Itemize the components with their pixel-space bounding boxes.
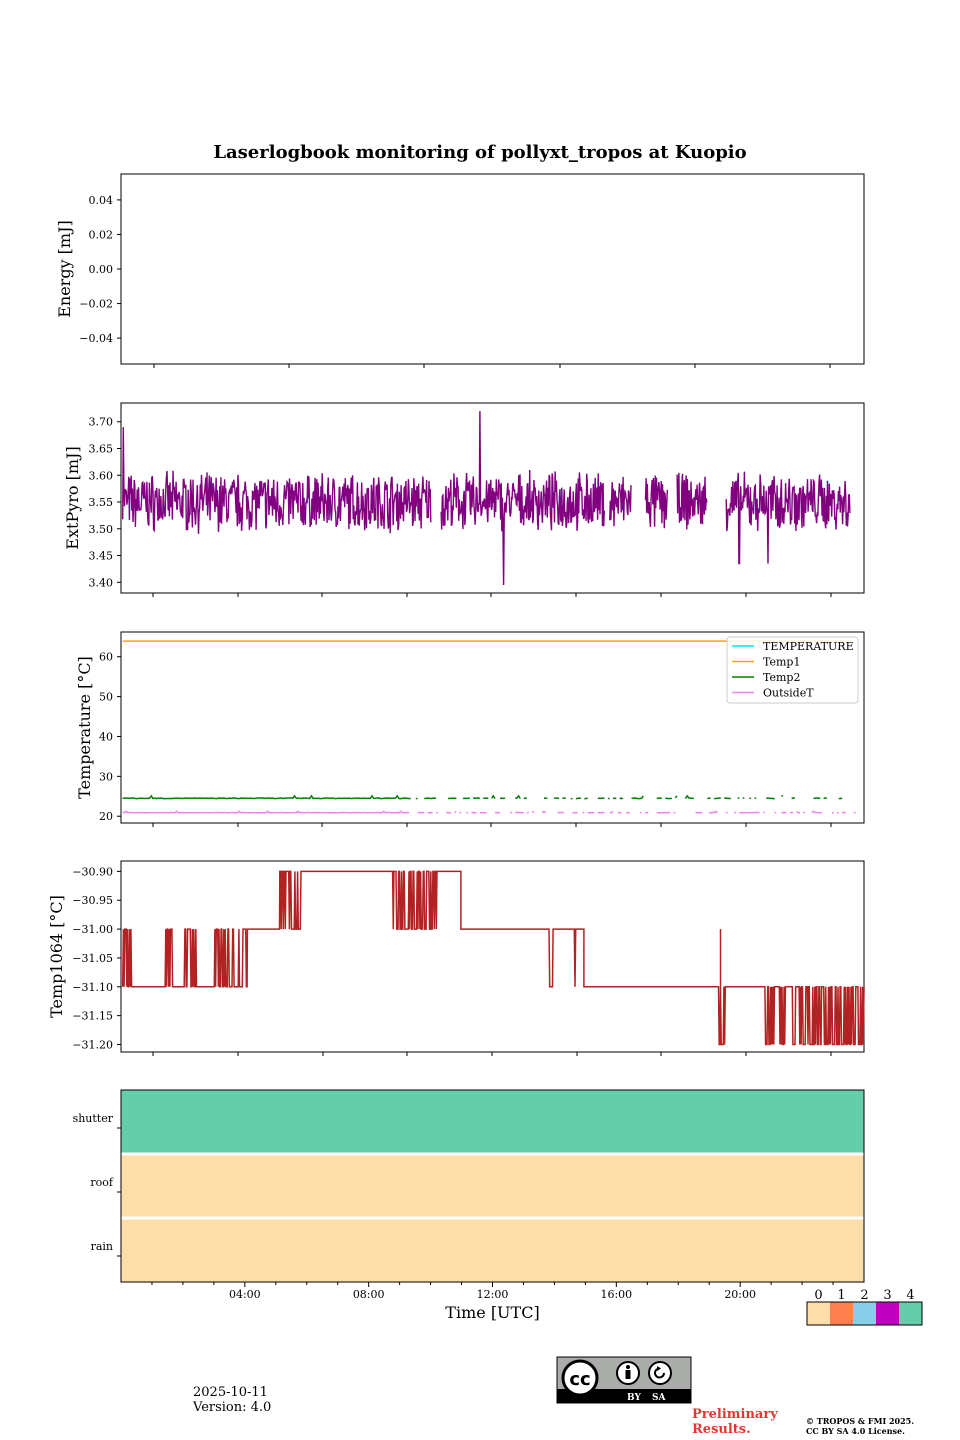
xlabel: Time [UTC] <box>445 1303 539 1322</box>
plot-frame-0 <box>120 173 865 365</box>
series-extpyro <box>122 410 851 586</box>
colorbar-label-0: 0 <box>814 1288 822 1303</box>
colorbar-label-3: 3 <box>883 1288 891 1303</box>
ytick-label-1-5: 3.65 <box>89 442 114 455</box>
xtick-label-1: 08:00 <box>353 1288 385 1301</box>
colorbar-cell-0 <box>807 1302 830 1325</box>
plot-frame-2 <box>120 631 865 824</box>
ytick-label-1-4: 3.60 <box>89 469 114 482</box>
colorbar-cell-2 <box>853 1302 876 1325</box>
colorbar-cell-3 <box>876 1302 899 1325</box>
legend-label-3: OutsideT <box>763 687 814 700</box>
cc-icon <box>561 1359 599 1397</box>
legend-box <box>726 636 859 704</box>
legend-label-0: TEMPERATURE <box>763 640 854 653</box>
figure-title: Laserlogbook monitoring of pollyxt_tropo… <box>213 142 746 163</box>
ytick-label-1-1: 3.45 <box>89 550 114 563</box>
ytick-label-0-2: 0.00 <box>89 263 114 276</box>
ytick-label-3-2: −31.10 <box>72 981 113 994</box>
ytick-label-0-3: 0.02 <box>89 228 114 241</box>
cc-badge-by: BY <box>627 1393 641 1403</box>
footer-date: 2025-10-11 <box>193 1385 268 1400</box>
ytick-label-2-3: 50 <box>99 691 113 704</box>
xtick-label-2: 12:00 <box>477 1288 509 1301</box>
colorbar-label-2: 2 <box>860 1288 868 1303</box>
preliminary-line2: Results. <box>692 1422 751 1437</box>
plot-frame-1 <box>120 402 865 594</box>
copyright-line2: CC BY SA 4.0 License. <box>806 1426 905 1436</box>
xtick-label-4: 20:00 <box>724 1288 756 1301</box>
ylabel-3: Temp1064 [°C] <box>47 895 66 1018</box>
svg-text:cc: cc <box>569 1369 590 1390</box>
ytick-label-2-2: 40 <box>99 730 113 743</box>
ytick-label-3-4: −31.00 <box>72 923 113 936</box>
series-temp1064 <box>121 870 865 1046</box>
ytick-label-3-3: −31.05 <box>72 952 113 965</box>
ylabel-1: ExtPyro [mJ] <box>63 446 82 549</box>
cc-badge-sa: SA <box>652 1393 666 1403</box>
ytick-label-0-0: −0.04 <box>79 332 113 345</box>
colorbar-frame <box>806 1301 923 1326</box>
ylabel-2: Temperature [°C] <box>75 656 94 799</box>
colorbar-label-1: 1 <box>837 1288 845 1303</box>
status-band-shutter <box>121 1090 864 1154</box>
colorbar-cell-1 <box>830 1302 853 1325</box>
colorbar-label-4: 4 <box>906 1288 914 1303</box>
cc-license-badge: cc BY SA <box>556 1356 692 1404</box>
legend: TEMPERATURE Temp1 Temp2 OutsideT <box>726 636 859 704</box>
ytick-label-1-2: 3.50 <box>89 523 114 536</box>
footer: 2025-10-11 Version: 4.0 cc BY SA Prelimi… <box>192 1356 914 1437</box>
ytick-label-1-3: 3.55 <box>89 496 114 509</box>
sa-icon <box>648 1361 672 1385</box>
ytick-label-0-1: −0.02 <box>79 298 113 311</box>
series-outsidet <box>123 811 859 812</box>
ytick-label-3-1: −31.15 <box>72 1010 113 1023</box>
ytick-label-3-5: −30.95 <box>72 894 113 907</box>
footer-version: Version: 4.0 <box>192 1400 271 1415</box>
legend-label-2: Temp2 <box>763 671 800 684</box>
ytick-label-1-6: 3.70 <box>89 416 114 429</box>
ytick-label-2-0: 20 <box>99 810 113 823</box>
ytick-label-2-1: 30 <box>99 770 113 783</box>
status-label-roof: roof <box>90 1176 114 1189</box>
ytick-label-3-6: −30.90 <box>72 865 113 878</box>
colorbar-cell-4 <box>899 1302 922 1325</box>
xtick-label-3: 16:00 <box>600 1288 632 1301</box>
ytick-label-1-0: 3.40 <box>89 576 114 589</box>
status-band-rain <box>121 1218 864 1282</box>
copyright-line1: © TROPOS & FMI 2025. <box>806 1416 914 1426</box>
plots: −0.04 −0.02 0.00 0.02 0.04 Energy [mJ] 3.40 3.4… <box>47 173 923 1326</box>
ytick-label-2-4: 60 <box>99 651 113 664</box>
preliminary-line1: Preliminary <box>692 1407 778 1422</box>
ytick-label-0-4: 0.04 <box>89 194 114 207</box>
ytick-label-3-0: −31.20 <box>72 1038 113 1051</box>
status-label-rain: rain <box>91 1240 113 1253</box>
status-band-roof <box>121 1154 864 1218</box>
legend-label-1: Temp1 <box>763 656 800 669</box>
series-temp2 <box>123 796 859 799</box>
xtick-label-0: 04:00 <box>229 1288 261 1301</box>
ylabel-0: Energy [mJ] <box>55 220 74 318</box>
status-label-shutter: shutter <box>73 1112 114 1125</box>
